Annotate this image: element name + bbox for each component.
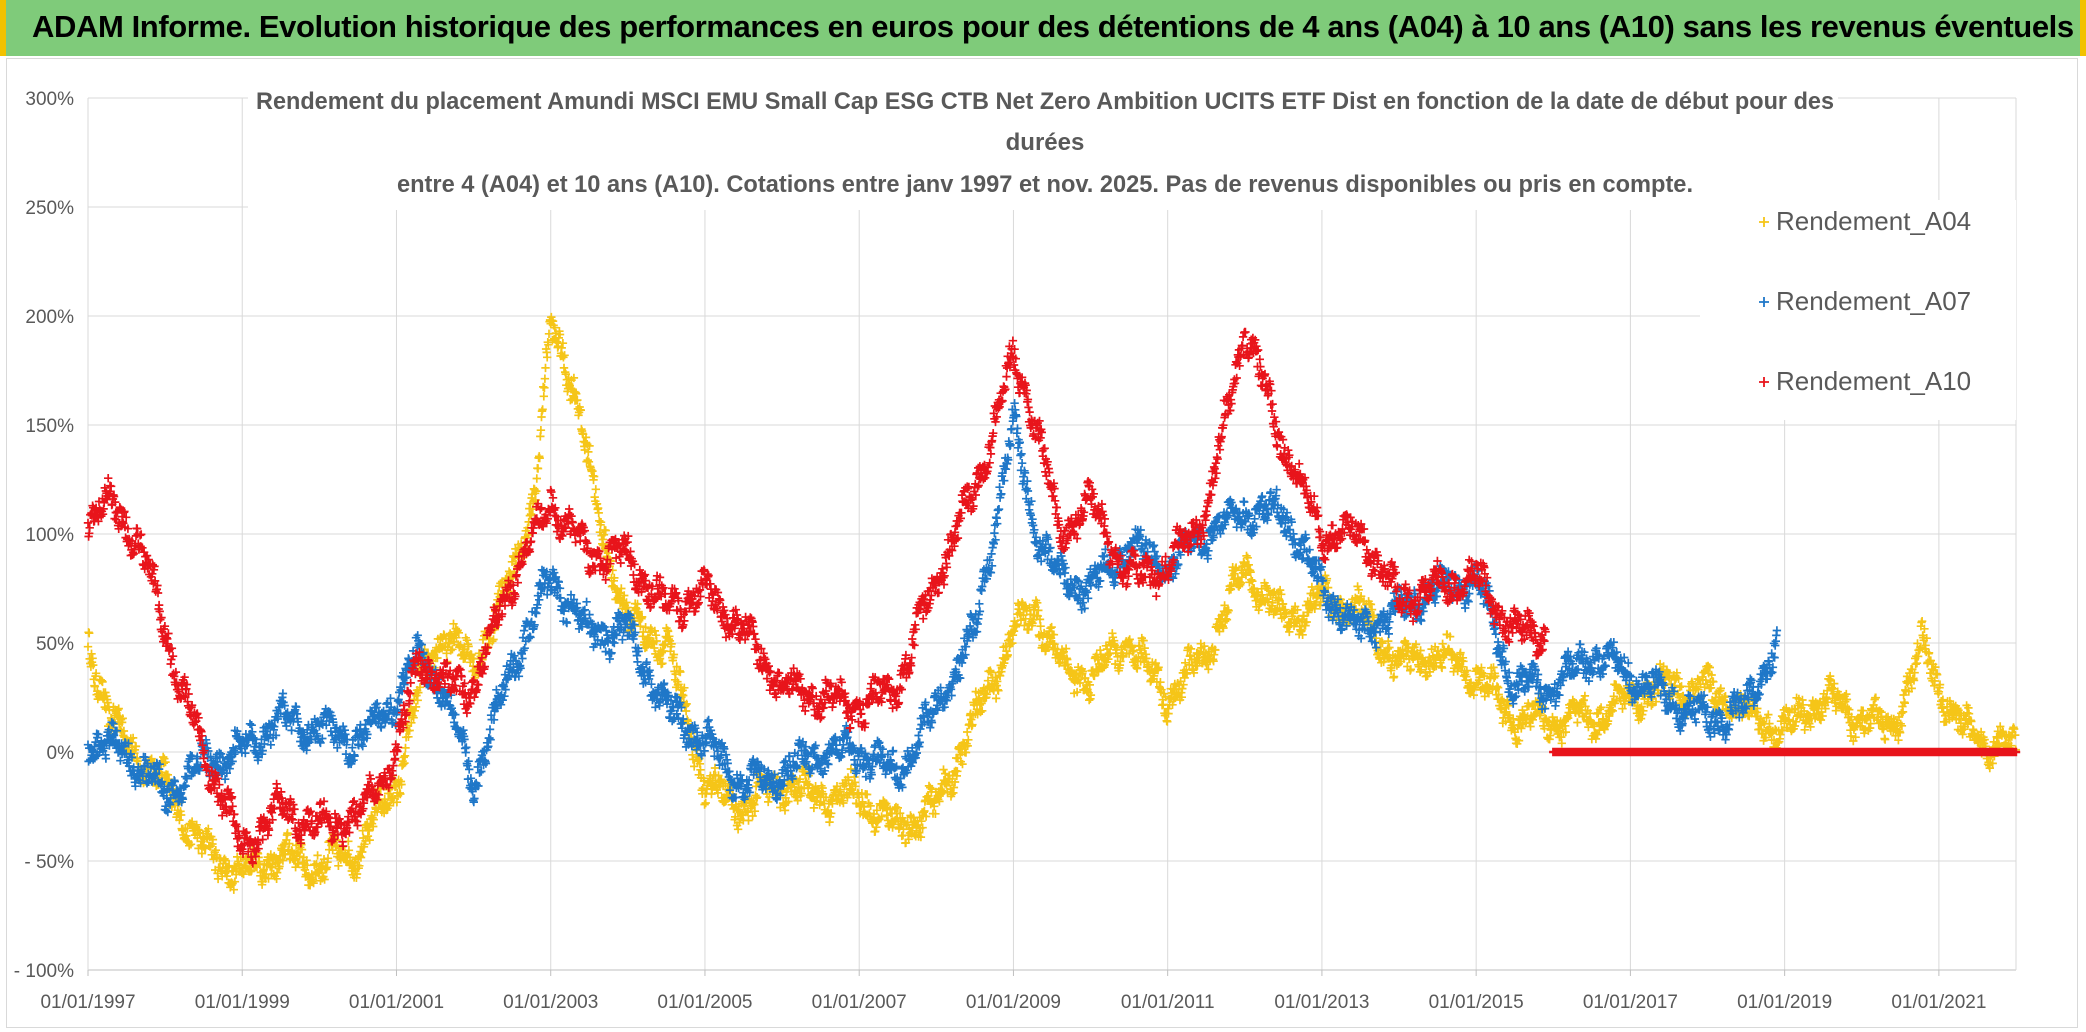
plot-points-layer (83, 312, 2021, 894)
series-rendement-a07 (83, 399, 1782, 817)
report-header: ADAM Informe. Evolution historique des p… (0, 0, 2086, 56)
y-tick-label: - 100% (14, 961, 74, 982)
chart-frame (6, 58, 2078, 1028)
legend-label: Rendement_A10 (1776, 366, 1971, 396)
legend-marker (1759, 377, 1769, 387)
x-tick-label: 01/01/2009 (966, 992, 1061, 1013)
legend-label: Rendement_A04 (1776, 206, 1971, 236)
y-tick-label: 200% (25, 307, 74, 328)
y-tick-label: 300% (25, 89, 74, 110)
x-tick-label: 01/01/2019 (1737, 992, 1832, 1013)
chart-title-line: entre 4 (A04) et 10 ans (A10). Cotations… (397, 171, 1693, 198)
x-tick-label: 01/01/2021 (1891, 992, 1986, 1013)
chart-title-line: durées (1006, 129, 1085, 156)
x-tick-label: 01/01/1999 (195, 992, 290, 1013)
y-tick-label: - 50% (24, 852, 74, 873)
legend-label: Rendement_A07 (1776, 286, 1971, 316)
legend-marker (1759, 217, 1769, 227)
chart-legend: Rendement_A04 Rendement_A07 Rendement_A10 (1759, 206, 1971, 396)
x-tick-label: 01/01/2001 (349, 992, 444, 1013)
y-tick-label: 0% (47, 743, 75, 764)
y-tick-label: 50% (36, 634, 74, 655)
chart-title-line: Rendement du placement Amundi MSCI EMU S… (256, 88, 1834, 115)
x-tick-label: 01/01/2011 (1121, 992, 1215, 1013)
chart-title-background (248, 82, 1838, 210)
series-point-markers (1549, 747, 2021, 757)
series-point-markers (83, 399, 1782, 817)
series-point-markers (83, 327, 1550, 868)
legend-marker (1759, 297, 1769, 307)
y-tick-label: 100% (25, 525, 74, 546)
x-tick-label: 01/01/2007 (812, 992, 907, 1013)
x-tick-label: 01/01/2013 (1274, 992, 1369, 1013)
legend-background (1700, 200, 2016, 420)
x-tick-label: 01/01/2017 (1583, 992, 1678, 1013)
y-tick-label: 250% (25, 198, 74, 219)
x-tick-label: 01/01/2005 (657, 992, 752, 1013)
series-rendement-a10-z-ro- (1549, 747, 2021, 757)
x-tick-label: 01/01/1997 (40, 992, 135, 1013)
report-title: ADAM Informe. Evolution historique des p… (32, 9, 2074, 44)
y-tick-label: 150% (25, 416, 74, 437)
series-rendement-a10 (83, 327, 1550, 868)
x-tick-label: 01/01/2003 (503, 992, 598, 1013)
x-tick-label: 01/01/2015 (1429, 992, 1524, 1013)
